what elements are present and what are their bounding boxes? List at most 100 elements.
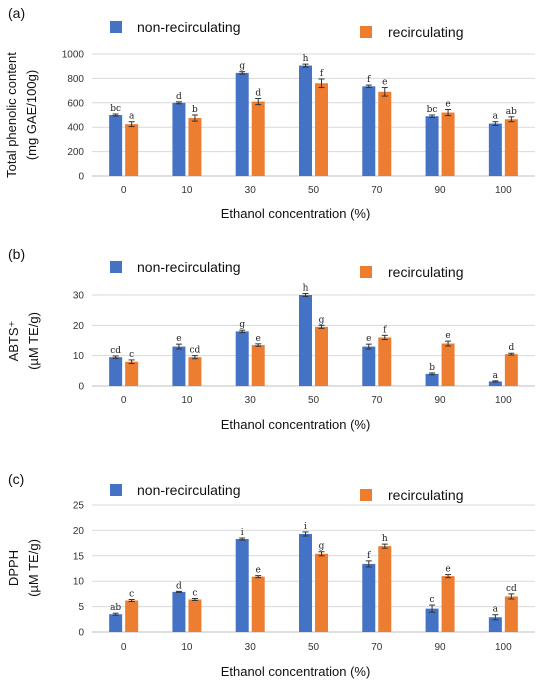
bar-non-recirculating: [425, 116, 439, 176]
bar-recirculating: [441, 343, 455, 386]
significance-letter: ab: [110, 603, 121, 613]
significance-letter: c: [192, 588, 197, 598]
significance-letter: cd: [110, 346, 121, 356]
bar-recirculating: [188, 357, 202, 386]
bar-non-recirculating: [109, 614, 123, 632]
bar-non-recirculating: [362, 563, 376, 632]
significance-letter: d: [508, 343, 514, 353]
bar-non-recirculating: [235, 539, 249, 632]
significance-letter: f: [367, 551, 371, 561]
bar-recirculating: [315, 553, 328, 632]
bar-non-recirculating: [488, 617, 502, 632]
legend-label-2: recirculating: [388, 264, 463, 280]
significance-letter: g: [319, 542, 325, 552]
y-tick-label: 10: [73, 577, 85, 588]
x-tick-label: 100: [495, 395, 512, 406]
x-axis-label: Ethanol concentration (%): [221, 417, 371, 432]
significance-letter: g: [239, 320, 245, 330]
significance-letter: d: [255, 89, 261, 99]
bar-recirculating: [378, 91, 392, 176]
bar-recirculating: [251, 576, 265, 632]
bar-non-recirculating: [235, 72, 249, 176]
bar-recirculating: [378, 546, 392, 632]
y-axis-label-line-1: ABTS⁺: [6, 321, 21, 362]
x-tick-label: 90: [435, 185, 447, 196]
y-tick-label: 10: [73, 351, 85, 362]
significance-letter: e: [176, 334, 181, 344]
significance-letter: g: [239, 62, 245, 72]
chart-panel-3: (c) non-recirculating recirculating 0 5 10 15 2…: [6, 471, 535, 679]
significance-letter: e: [366, 334, 371, 344]
x-tick-label: 10: [181, 395, 193, 406]
legend-swatch-1: [110, 21, 122, 33]
significance-letter: cd: [190, 346, 201, 356]
significance-letter: b: [192, 105, 198, 115]
x-tick-label: 0: [121, 642, 127, 653]
chart-panel-2: (b) non-recirculating recirculating 0 10 20 30…: [6, 246, 535, 432]
x-tick-label: 100: [495, 185, 512, 196]
bar-non-recirculating: [362, 346, 376, 386]
bar-non-recirculating: [488, 381, 502, 386]
significance-letter: d: [176, 92, 182, 102]
x-tick-label: 50: [308, 395, 320, 406]
y-tick-label: 600: [67, 98, 84, 109]
legend-label-1: non-recirculating: [137, 19, 241, 35]
significance-letter: f: [320, 69, 324, 79]
bar-non-recirculating: [299, 295, 312, 386]
bar-non-recirculating: [425, 373, 439, 386]
legend-swatch-2: [360, 489, 372, 501]
bar-non-recirculating: [235, 331, 249, 386]
y-tick-label: 15: [73, 551, 85, 562]
significance-letter: a: [493, 112, 499, 122]
y-axis-label-line-2: (µM TE/g): [26, 539, 41, 597]
bar-non-recirculating: [109, 115, 123, 176]
x-tick-label: 10: [181, 185, 193, 196]
x-tick-label: 50: [308, 185, 320, 196]
significance-letter: f: [367, 75, 371, 85]
panel-label: (a): [8, 5, 25, 21]
legend-swatch-1: [110, 484, 122, 496]
bar-recirculating: [315, 326, 328, 386]
bar-non-recirculating: [172, 102, 186, 176]
significance-letter: d: [176, 581, 182, 591]
significance-letter: h: [303, 283, 309, 293]
significance-letter: bc: [110, 104, 121, 114]
chart-panel-1: (a) non-recirculating recirculating 0 200 400…: [4, 5, 535, 221]
y-axis-label-line-1: DPPH: [6, 550, 21, 586]
legend-label-2: recirculating: [388, 487, 463, 503]
y-tick-label: 5: [78, 602, 84, 613]
legend-swatch-2: [360, 26, 372, 38]
x-tick-label: 100: [495, 642, 512, 653]
x-axis-label: Ethanol concentration (%): [221, 664, 371, 679]
x-tick-label: 70: [371, 642, 383, 653]
y-axis-label-line-1: Total phenolic content: [4, 52, 19, 178]
significance-letter: h: [303, 54, 309, 64]
y-tick-label: 800: [67, 74, 84, 85]
significance-letter: e: [382, 78, 387, 88]
bar-recirculating: [504, 596, 518, 632]
significance-letter: f: [383, 325, 387, 335]
legend-label-1: non-recirculating: [137, 482, 241, 498]
bar-recirculating: [251, 101, 265, 176]
significance-letter: b: [429, 363, 435, 373]
significance-letter: a: [493, 605, 499, 615]
significance-letter: e: [445, 331, 450, 341]
significance-letter: i: [304, 522, 307, 532]
significance-letter: c: [129, 350, 134, 360]
legend-swatch-1: [110, 261, 122, 273]
bar-non-recirculating: [425, 608, 439, 632]
bar-recirculating: [125, 124, 139, 176]
significance-letter: e: [445, 100, 450, 110]
y-tick-label: 400: [67, 123, 84, 134]
bar-recirculating: [125, 600, 139, 632]
y-tick-label: 0: [78, 172, 84, 183]
y-tick-label: 20: [73, 321, 85, 332]
y-axis-label-line-2: (µM TE/g): [26, 312, 41, 370]
panel-label: (b): [8, 246, 25, 262]
x-tick-label: 30: [245, 185, 257, 196]
significance-letter: a: [129, 112, 135, 122]
significance-letter: h: [382, 534, 388, 544]
panel-label: (c): [8, 471, 24, 487]
